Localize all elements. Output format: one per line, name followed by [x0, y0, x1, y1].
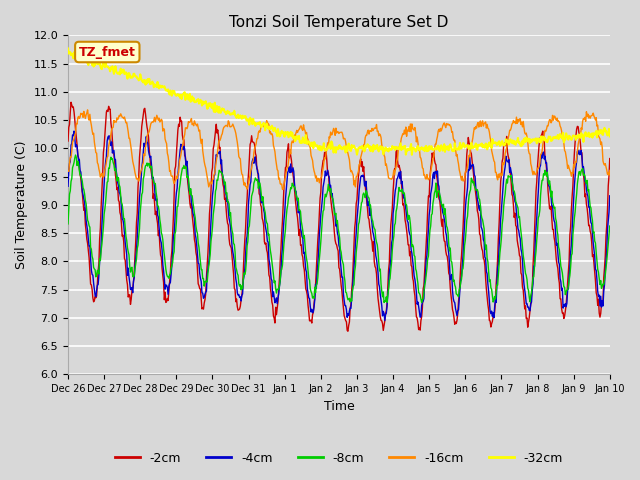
-16cm [278, 187, 286, 192]
X-axis label: Time: Time [323, 400, 355, 413]
-4cm [557, 288, 565, 293]
-2cm [67, 99, 75, 105]
-4cm [70, 128, 78, 134]
Line: -4cm: -4cm [68, 131, 610, 321]
-2cm [606, 156, 614, 161]
-4cm [438, 204, 446, 210]
-32cm [330, 144, 338, 150]
-8cm [332, 212, 339, 217]
-2cm [385, 267, 392, 273]
-2cm [64, 138, 72, 144]
-4cm [385, 284, 392, 290]
Line: -32cm: -32cm [68, 48, 610, 155]
-16cm [606, 168, 614, 173]
-4cm [381, 318, 388, 324]
-8cm [184, 173, 191, 179]
-16cm [184, 124, 191, 130]
-32cm [64, 46, 72, 51]
Line: -16cm: -16cm [68, 110, 610, 190]
-8cm [438, 203, 446, 208]
-2cm [184, 178, 191, 184]
Line: -2cm: -2cm [68, 102, 610, 331]
-2cm [344, 328, 352, 334]
Legend: -2cm, -4cm, -8cm, -16cm, -32cm: -2cm, -4cm, -8cm, -16cm, -32cm [109, 447, 568, 470]
-4cm [332, 215, 339, 221]
-32cm [437, 143, 445, 148]
Title: Tonzi Soil Temperature Set D: Tonzi Soil Temperature Set D [229, 15, 449, 30]
-16cm [84, 107, 92, 113]
Y-axis label: Soil Temperature (C): Soil Temperature (C) [15, 141, 28, 269]
-16cm [557, 128, 565, 134]
-8cm [64, 221, 72, 227]
-2cm [438, 223, 446, 229]
-32cm [206, 100, 214, 106]
-4cm [64, 183, 72, 189]
-16cm [332, 125, 340, 131]
-32cm [408, 152, 416, 157]
-32cm [557, 134, 564, 140]
-4cm [606, 193, 614, 199]
-2cm [332, 237, 339, 243]
-32cm [606, 133, 614, 139]
-16cm [438, 126, 446, 132]
-8cm [385, 287, 392, 293]
-16cm [207, 180, 215, 185]
-8cm [557, 266, 565, 272]
-32cm [383, 148, 391, 154]
-4cm [207, 218, 215, 224]
-8cm [72, 152, 79, 158]
Text: TZ_fmet: TZ_fmet [79, 46, 136, 59]
Line: -8cm: -8cm [68, 155, 610, 302]
-4cm [184, 168, 191, 173]
-2cm [207, 188, 215, 194]
-32cm [183, 91, 191, 97]
-16cm [385, 175, 392, 181]
-8cm [207, 238, 215, 244]
-8cm [380, 300, 388, 305]
-2cm [557, 306, 565, 312]
-16cm [64, 168, 72, 174]
-8cm [606, 223, 614, 229]
